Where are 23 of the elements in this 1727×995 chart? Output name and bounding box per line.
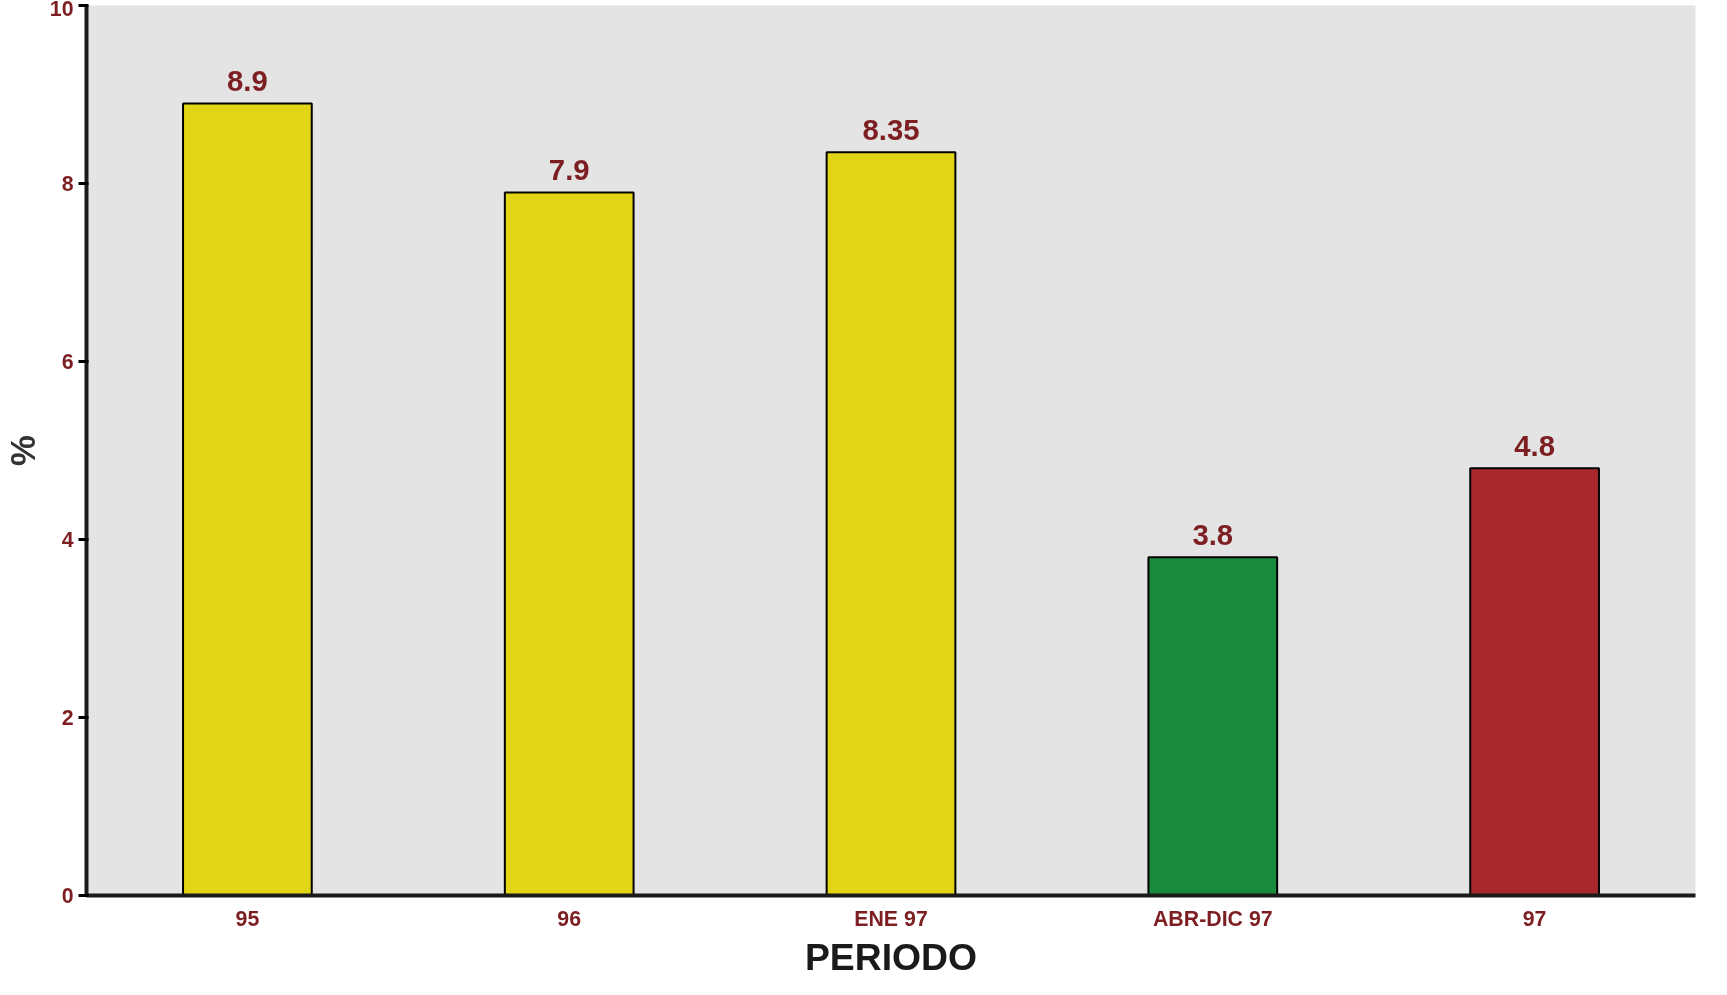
- y-tick-label: 6: [61, 350, 74, 374]
- x-axis-title: PERIODO: [804, 935, 978, 978]
- bar: [182, 102, 313, 896]
- y-tick-label: 8: [61, 172, 74, 196]
- y-tick-label: 10: [49, 0, 74, 21]
- x-tick-label: 95: [235, 906, 260, 931]
- data-label: 3.8: [1192, 518, 1234, 552]
- data-label: 8.35: [862, 113, 920, 147]
- y-tick-label: 4: [61, 528, 74, 552]
- x-tick-label: ABR-DIC 97: [1152, 906, 1273, 931]
- data-label: 8.9: [227, 64, 268, 98]
- y-tick-label: 0: [61, 884, 74, 908]
- bar: [503, 191, 635, 896]
- x-tick-label: 96: [557, 906, 582, 931]
- bar: [825, 151, 957, 896]
- y-axis-title: %: [3, 435, 42, 466]
- x-tick-label: ENE 97: [854, 906, 928, 931]
- bar: [1147, 556, 1279, 896]
- y-tick-label: 2: [61, 706, 74, 730]
- data-label: 4.8: [1514, 429, 1555, 463]
- data-label: 7.9: [548, 153, 590, 187]
- x-tick-label: 97: [1522, 906, 1547, 931]
- bar: [1469, 467, 1600, 896]
